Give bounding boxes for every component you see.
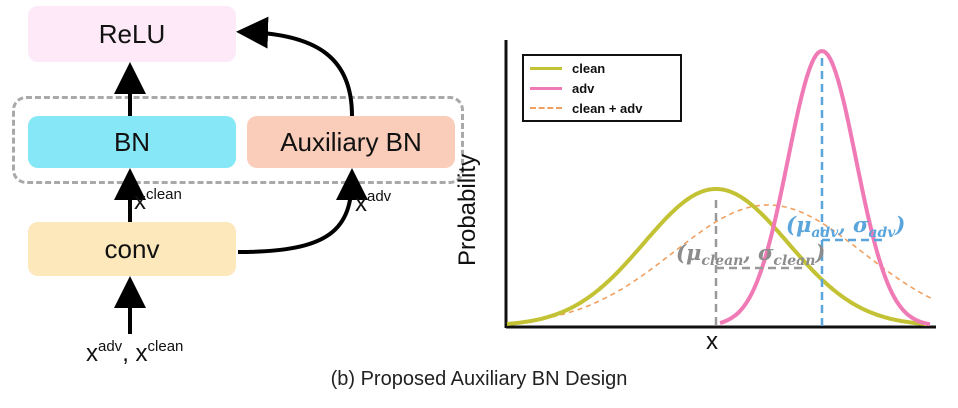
conv-label: conv: [104, 233, 160, 264]
legend-label-clean: clean: [572, 60, 606, 76]
auxiliary-bn-label: Auxiliary BN: [280, 126, 422, 157]
bn-label: BN: [113, 126, 151, 157]
legend-item-adv: adv: [530, 79, 594, 97]
clean-mean-sigma-label: (μclean, σclean): [676, 240, 826, 270]
adv-mean-sigma-label: (μadv, σadv): [786, 212, 906, 242]
adv-curve: [719, 48, 931, 327]
input-label: xadv, xclean: [86, 338, 184, 367]
conv-block: conv: [28, 222, 236, 276]
legend-label-clean-plus-adv: clean + adv: [572, 100, 643, 116]
figure-caption: (b) Proposed Auxiliary BN Design: [330, 368, 628, 390]
legend-swatch-adv: [530, 86, 562, 90]
relu-block: ReLU: [28, 6, 236, 62]
legend-item-clean: clean: [530, 59, 605, 77]
legend-swatch-clean: [530, 66, 562, 70]
auxiliary-bn-block: Auxiliary BN: [247, 116, 455, 168]
clean-mean-sigma-guides: [714, 200, 804, 326]
x-clean-label: xclean: [134, 186, 182, 215]
legend-item-clean-plus-adv: clean + adv: [530, 99, 642, 117]
x-adv-label: xadv: [355, 188, 392, 217]
legend: clean adv clean + adv: [522, 54, 682, 122]
x-axis-label: x: [706, 328, 718, 355]
adv-mean-sigma-guides: [820, 58, 882, 326]
legend-label-adv: adv: [572, 80, 595, 96]
clean-curve: [506, 187, 928, 327]
y-axis-label: Probability: [454, 153, 481, 267]
bn-block: BN: [28, 116, 236, 168]
legend-swatch-clean-plus-adv: [530, 107, 562, 109]
relu-label: ReLU: [98, 18, 166, 49]
clean-plus-adv-curve: [506, 204, 932, 324]
